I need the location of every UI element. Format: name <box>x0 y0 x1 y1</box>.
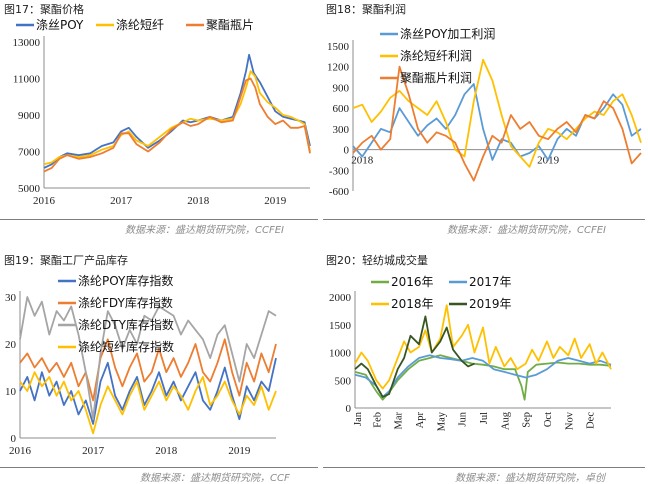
x-tick-label: Oct <box>543 412 554 427</box>
y-tick-label: 900 <box>333 82 350 94</box>
x-tick-label: Jul <box>479 412 490 424</box>
y-tick-label: 0 <box>346 403 352 415</box>
inventory-chart: 0 10 20 30 2016 2017 2018 2019 涤纶POY库存指数涤纶FDY库存指… <box>5 273 277 457</box>
x-tick-label: 2017 <box>110 195 133 207</box>
x-tick-label: Sep <box>522 412 533 428</box>
y-tick-label: -600 <box>329 186 350 198</box>
legend: 涤丝POY 涤纶短纤 聚酯瓶片 <box>16 18 254 32</box>
y-tick-label: 600 <box>333 103 350 115</box>
source-note: 数据来源：盛达期货研究院，CCFEI <box>447 225 606 236</box>
x-tick-label: Feb <box>372 412 383 428</box>
y-tick-label: 5000 <box>18 183 41 195</box>
x-tick-label: Jun <box>458 411 469 426</box>
legend-label: 涤纶短纤库存指数 <box>78 339 174 354</box>
y-tick-label: 300 <box>333 124 350 136</box>
y-tick-label: 11000 <box>13 74 41 86</box>
y-tick-label: 2000 <box>329 292 352 304</box>
x-tick-label: Mar <box>394 412 405 430</box>
y-tick-label: 20 <box>5 339 17 351</box>
x-tick-label: Apr <box>415 412 426 429</box>
series-line <box>19 357 277 425</box>
x-tick-label: 2016 <box>9 445 32 457</box>
legend-label: 聚酯瓶片利润 <box>400 71 472 85</box>
legend-label: 2016年 <box>391 275 434 289</box>
legend-label: 涤纶FDY库存指数 <box>78 295 173 310</box>
source-note: 数据来源：盛达期货研究院，卓创 <box>455 473 605 484</box>
x-tick-label: 2016 <box>33 195 56 207</box>
y-tick-label: -300 <box>329 165 350 177</box>
legend-label: 2018年 <box>391 297 434 311</box>
y-tick-label: 1500 <box>327 41 350 53</box>
y-tick-label: 1500 <box>329 320 352 332</box>
x-tick-label: 2017 <box>82 445 105 457</box>
x-tick-label: 2019 <box>228 445 251 457</box>
series-line <box>19 338 277 402</box>
legend-label: 涤纶POY库存指数 <box>78 273 173 288</box>
legend-label: 涤纶短纤利润 <box>400 49 472 63</box>
divider <box>0 467 318 468</box>
x-tick-label: Nov <box>564 411 575 430</box>
series-line <box>43 70 311 166</box>
series-line <box>354 354 612 401</box>
series-line <box>43 77 311 173</box>
volume-chart: 0 500 1000 1500 2000 Jan Feb Mar Apr May Jun Jul Aug… <box>329 275 612 431</box>
divider <box>323 467 645 468</box>
y-tick-label: 9000 <box>18 110 41 122</box>
y-tick-label: 1200 <box>327 62 350 74</box>
x-tick-label: Jan <box>353 411 364 426</box>
legend-label: 2019年 <box>469 297 512 311</box>
legend-label: 涤丝POY加工利润 <box>400 27 495 41</box>
divider <box>0 219 318 220</box>
series-line <box>19 296 277 421</box>
legend-label: 2017年 <box>469 275 512 289</box>
legend-label: 涤纶短纤 <box>116 18 164 32</box>
y-tick-label: 0 <box>344 145 350 157</box>
x-tick-label: 2018 <box>187 195 210 207</box>
chart-title: 图20：轻纺城成交量 <box>326 254 428 267</box>
divider <box>323 219 645 220</box>
chart-title: 图18：聚酯利润 <box>326 3 406 16</box>
chart-title: 图19：聚酯工厂产品库存 <box>4 254 128 267</box>
x-tick-label: 2019 <box>264 195 287 207</box>
series-line <box>43 53 311 169</box>
series-line <box>354 304 612 390</box>
series-line <box>354 315 475 398</box>
x-tick-label: Dec <box>586 412 597 429</box>
series-line <box>352 58 642 168</box>
series-line <box>352 65 642 182</box>
x-tick-label: May <box>436 411 447 431</box>
chart-title: 图17：聚酯价格 <box>4 3 84 16</box>
legend: 2016年 2017年 2018年 2019年 <box>371 275 512 311</box>
price-chart: 5000 7000 9000 11000 13000 2016 2017 2018 2019 涤丝… <box>13 18 311 207</box>
y-tick-label: 7000 <box>18 147 41 159</box>
source-note: 数据来源：盛达期货研究院，CCF <box>140 473 290 484</box>
y-tick-label: 0 <box>11 433 17 445</box>
legend-label: 聚酯瓶片 <box>206 18 254 32</box>
x-tick-label: 2018 <box>155 445 178 457</box>
x-tick-label: Aug <box>500 411 511 430</box>
legend-label: 涤纶DTY库存指数 <box>78 317 174 332</box>
source-note: 数据来源：盛达期货研究院，CCFEI <box>125 225 284 236</box>
y-tick-label: 1000 <box>329 348 352 360</box>
y-tick-label: 10 <box>5 386 17 398</box>
series-line <box>19 371 277 435</box>
x-tick-label: 2018 <box>351 155 374 167</box>
series-line <box>354 354 612 398</box>
y-tick-label: 500 <box>335 375 352 387</box>
y-tick-label: 13000 <box>13 37 41 49</box>
y-tick-label: 30 <box>5 292 17 304</box>
legend-label: 涤丝POY <box>36 18 84 32</box>
